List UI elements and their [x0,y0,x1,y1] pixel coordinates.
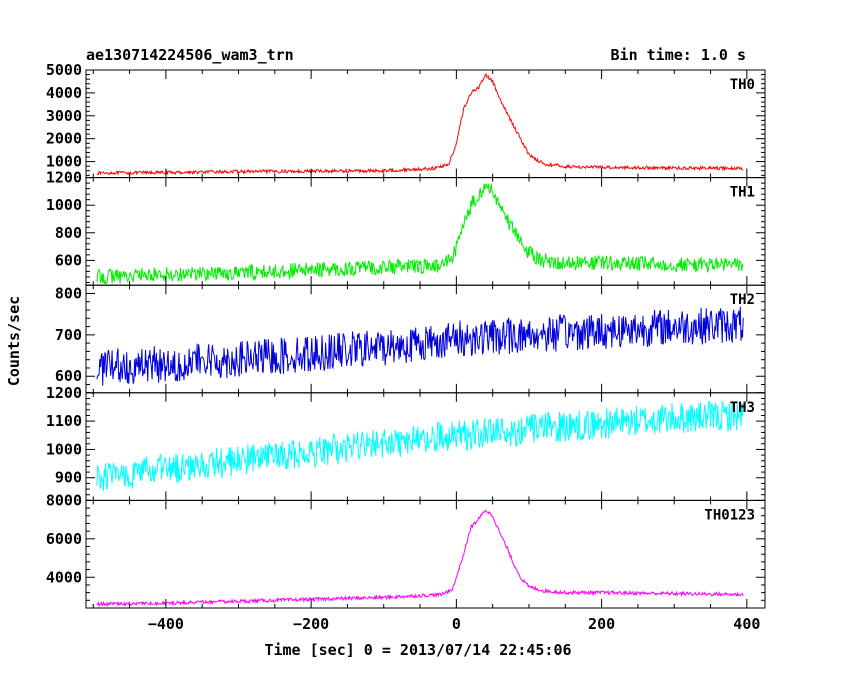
y-tick-label: 6000 [46,530,82,548]
y-tick-label: 900 [55,469,82,487]
panel-label: TH2 [730,292,755,308]
series-line-th2 [96,306,744,386]
panel-frame [85,177,766,286]
y-axis-title: Counts/sec [5,296,23,386]
y-tick-label: 1000 [46,196,82,214]
x-tick-label: 200 [588,615,615,633]
y-tick-label: 2000 [46,130,82,148]
y-tick-label: 600 [55,367,82,385]
y-tick-label: 700 [55,326,82,344]
panels-group: 10002000300040005000TH060080010001200TH1… [46,61,766,633]
panel-label: TH0 [730,77,755,93]
y-tick-label: 1200 [46,169,82,187]
panel-th2: 600 700 800 TH2 [55,284,766,394]
panel-th0: 1000 2000 3000 4000 5000 TH0 [46,61,766,179]
x-axis-title: Time [sec] 0 = 2013/07/14 22:45:06 [264,641,571,659]
y-tick-label: 1200 [46,384,82,402]
y-tick-label: 4000 [46,568,82,586]
series-line-th0123 [96,509,744,608]
x-tick-label: −400 [148,615,184,633]
series-line-th0 [96,73,744,176]
y-tick-label: 1000 [46,440,82,458]
y-tick-label: 3000 [46,107,82,125]
panel-th3: 900 1000 1100 1200 TH3 [46,384,766,501]
y-tick-label: 1100 [46,412,82,430]
figure-title: ae130714224506_wam3_trn [86,46,294,64]
y-tick-label: 1000 [46,153,82,171]
x-tick-label: 400 [733,615,760,633]
y-tick-label: 5000 [46,61,82,79]
y-tick-label: 800 [55,224,82,242]
panel-th0123: 4000 6000 8000 TH0123 −400 −200 0 200 400 [46,491,766,633]
panel-label: TH1 [730,185,755,201]
panel-label: TH3 [730,400,755,416]
y-tick-label: 4000 [46,84,82,102]
panel-label: TH0123 [704,507,755,523]
y-tick-label: 8000 [46,491,82,509]
bin-time-label: Bin time: 1.0 s [611,46,746,64]
x-tick-label: 0 [452,615,461,633]
series-line-th3 [96,401,744,491]
x-tick-label: −200 [293,615,329,633]
y-tick-label: 800 [55,284,82,302]
panel-th1: 600 800 1000 1200 TH1 [46,169,766,286]
y-tick-label: 600 [55,251,82,269]
panel-frame [85,69,766,179]
series-line-th1 [96,182,744,285]
